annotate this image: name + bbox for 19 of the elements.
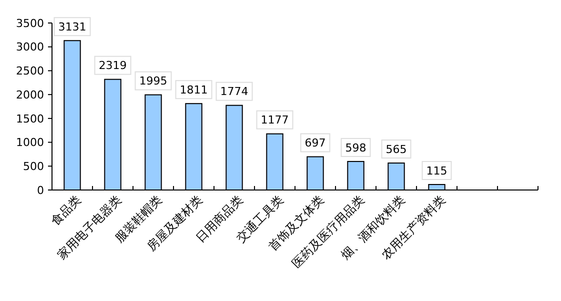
data-label: 115 [426, 164, 448, 178]
y-tick-label: 0 [37, 184, 44, 197]
data-label: 3131 [58, 20, 86, 34]
y-tick-label: 500 [23, 160, 44, 173]
y-tick-label: 2500 [16, 64, 44, 78]
data-label: 598 [345, 141, 366, 154]
data-label: 697 [304, 136, 326, 150]
y-tick-label: 1000 [16, 136, 44, 150]
data-label: 1774 [220, 85, 248, 98]
data-label: 1811 [180, 83, 208, 96]
data-label: 565 [386, 142, 407, 156]
y-tick-label: 1500 [16, 112, 44, 126]
data-label: 1995 [139, 74, 168, 88]
y-tick-label: 3500 [16, 16, 44, 30]
x-tick-label: 食品类 [48, 192, 84, 228]
y-tick-label: 2000 [16, 88, 44, 102]
y-tick-label: 3000 [16, 40, 44, 54]
data-label: 2319 [98, 59, 127, 72]
data-label: 1177 [260, 114, 289, 127]
